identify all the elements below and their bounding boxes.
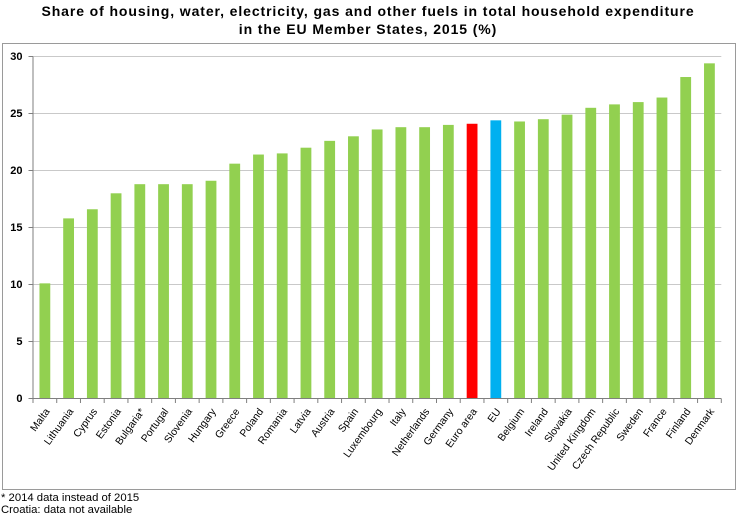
svg-text:Italy: Italy (389, 406, 410, 429)
svg-text:Austria: Austria (309, 407, 337, 440)
svg-text:15: 15 (10, 222, 22, 234)
svg-text:20: 20 (10, 165, 22, 177)
svg-text:EU: EU (486, 407, 503, 425)
svg-text:5: 5 (16, 336, 22, 348)
svg-text:0: 0 (16, 393, 22, 405)
svg-text:30: 30 (10, 51, 22, 63)
svg-text:Malta: Malta (29, 407, 53, 434)
svg-text:Greece: Greece (214, 407, 243, 441)
svg-text:25: 25 (10, 108, 22, 120)
svg-text:10: 10 (10, 279, 22, 291)
